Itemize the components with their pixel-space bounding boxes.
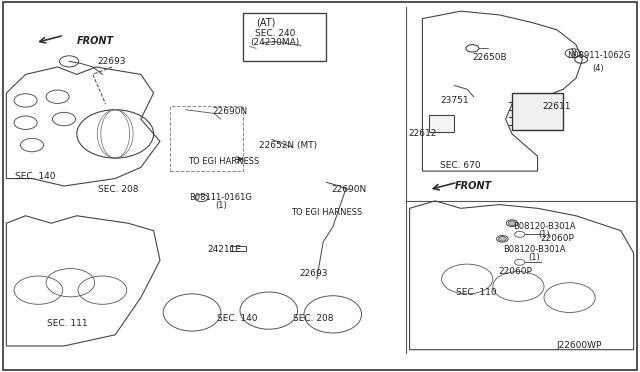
Text: (1): (1) (529, 253, 540, 262)
Text: SEC. 240: SEC. 240 (255, 29, 296, 38)
Text: 23751: 23751 (440, 96, 468, 105)
Text: FRONT: FRONT (77, 36, 114, 46)
Text: SEC. 110: SEC. 110 (456, 288, 497, 296)
Text: (24230MA): (24230MA) (251, 38, 300, 47)
Bar (230, 246, 246, 251)
Bar (429, 115, 454, 132)
Text: TO EGI HARNESS: TO EGI HARNESS (188, 157, 260, 166)
Text: (1): (1) (215, 201, 227, 210)
Text: 24211E: 24211E (207, 245, 241, 254)
Text: (4): (4) (593, 64, 604, 73)
Text: 22693: 22693 (98, 57, 126, 66)
Text: SEC. 208: SEC. 208 (98, 185, 139, 194)
Text: 22612: 22612 (408, 129, 436, 138)
Text: 22611: 22611 (543, 102, 571, 110)
Bar (243, 13, 326, 61)
Circle shape (508, 221, 516, 225)
Text: FRONT: FRONT (454, 181, 492, 191)
Bar (170, 106, 243, 171)
Text: 22060P: 22060P (540, 234, 573, 243)
Text: 22060P: 22060P (499, 267, 532, 276)
Circle shape (499, 237, 506, 241)
Text: 22690N: 22690N (212, 107, 248, 116)
Bar (512, 93, 563, 130)
Text: B08111-0161G: B08111-0161G (189, 193, 252, 202)
Text: N08911-1062G: N08911-1062G (566, 51, 630, 60)
Text: SEC. 111: SEC. 111 (47, 319, 88, 328)
Text: B08120-B301A: B08120-B301A (513, 222, 575, 231)
Text: N: N (570, 49, 575, 58)
Text: B08120-B301A: B08120-B301A (503, 245, 566, 254)
Text: SEC. 140: SEC. 140 (216, 314, 257, 323)
Text: (1): (1) (538, 230, 550, 239)
Text: 22650B: 22650B (472, 53, 507, 62)
Text: SEC. 208: SEC. 208 (293, 314, 334, 323)
Text: J22600WP: J22600WP (556, 341, 602, 350)
Text: SEC. 140: SEC. 140 (15, 172, 56, 181)
Text: 22652N (MT): 22652N (MT) (259, 141, 317, 150)
Text: (AT): (AT) (256, 17, 275, 27)
Text: TO EGI HARNESS: TO EGI HARNESS (291, 208, 362, 217)
Text: SEC. 670: SEC. 670 (440, 161, 481, 170)
Text: 22693: 22693 (300, 269, 328, 278)
Text: 22690N: 22690N (331, 185, 367, 194)
